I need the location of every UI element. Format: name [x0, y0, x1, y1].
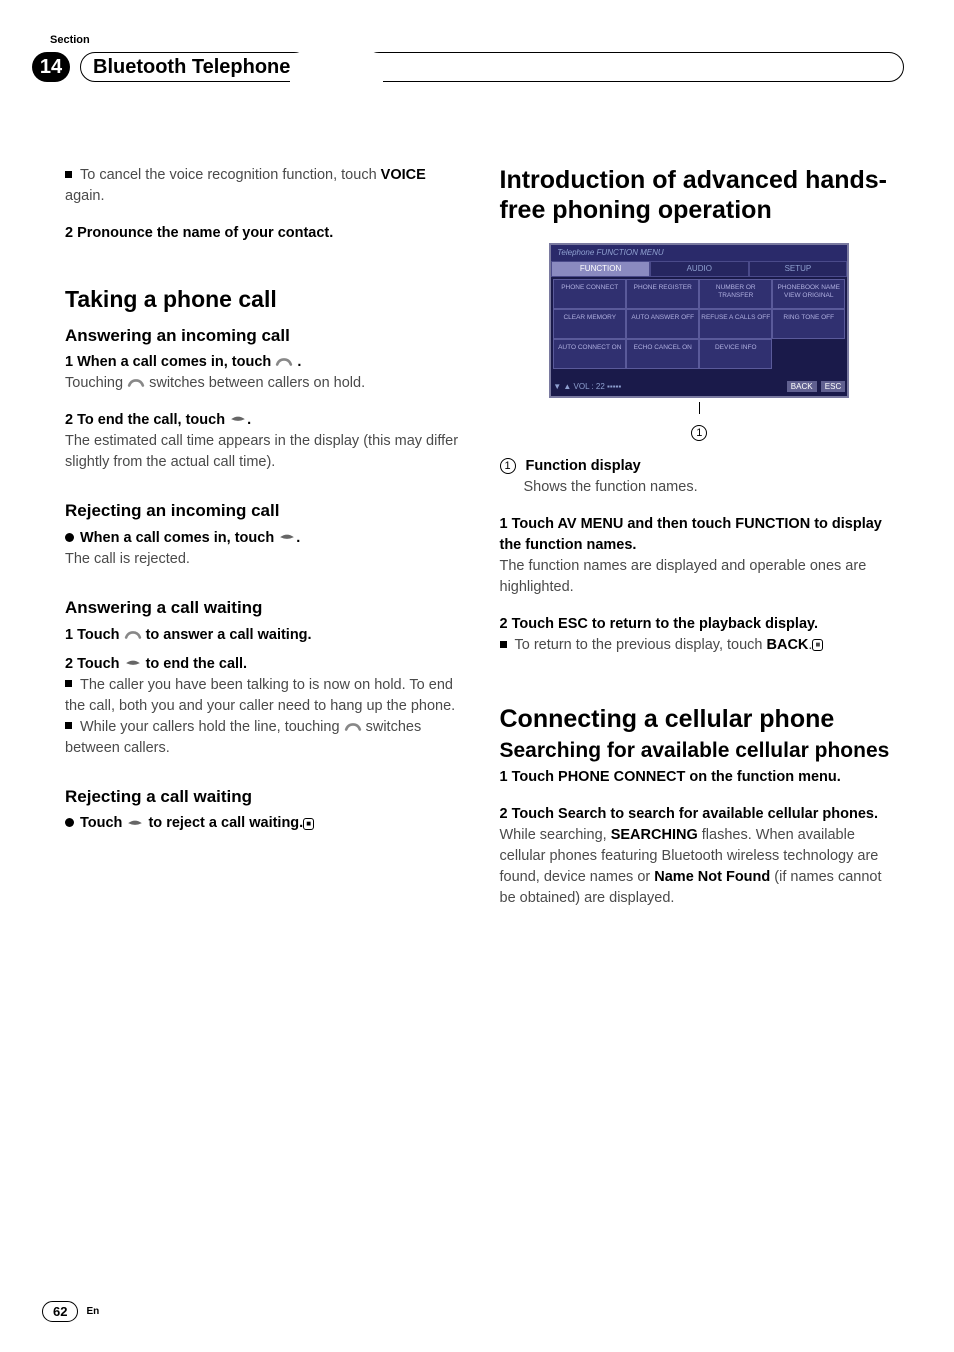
heading-intro-advanced: Introduction of advanced hands-free phon…: [500, 165, 900, 225]
round-bullet-icon: [65, 533, 74, 542]
grid-cell: AUTO CONNECT ON: [553, 339, 626, 369]
step-pronounce: 2 Pronounce the name of your contact.: [65, 223, 465, 244]
page-footer: 62 En: [42, 1301, 99, 1322]
grid-cell: DEVICE INFO: [699, 339, 772, 369]
conn-step1: 1 Touch PHONE CONNECT on the function me…: [500, 767, 900, 788]
square-bullet-icon: [65, 171, 72, 178]
heading-reject-incoming: Rejecting an incoming call: [65, 499, 465, 524]
screenshot-grid: PHONE CONNECT PHONE REGISTER NUMBER OR T…: [551, 277, 847, 371]
heading-connecting: Connecting a cellular phone: [500, 704, 900, 734]
function-display-item: 1 Function display: [500, 456, 900, 477]
step1-desc: The function names are displayed and ope…: [500, 556, 900, 598]
tab-function: FUNCTION: [551, 261, 650, 277]
phone-hangup-icon: [124, 658, 142, 670]
tab-audio: AUDIO: [650, 261, 749, 277]
heading-taking-call: Taking a phone call: [65, 286, 465, 314]
end-section-icon: ■: [303, 818, 314, 830]
right-column: Introduction of advanced hands-free phon…: [500, 165, 900, 909]
grid-cell: ECHO CANCEL ON: [626, 339, 699, 369]
chapter-header: 14 Bluetooth Telephone: [32, 52, 904, 82]
phone-pickup-icon: [344, 721, 362, 733]
function-menu-screenshot: Telephone FUNCTION MENU FUNCTION AUDIO S…: [549, 243, 849, 398]
left-column: To cancel the voice recognition function…: [65, 165, 465, 909]
phone-hangup-icon: [278, 532, 296, 544]
screenshot-bottombar: ▼ ▲ VOL : 22 ▪▪▪▪▪ BACK ESC: [553, 380, 845, 394]
callout: 1: [500, 402, 900, 444]
volume-indicator: ▼ ▲ VOL : 22 ▪▪▪▪▪: [553, 381, 621, 393]
round-bullet-icon: [65, 818, 74, 827]
conn-desc: While searching, SEARCHING flashes. When…: [500, 825, 900, 909]
section-number-badge: 14: [32, 52, 70, 82]
tab-setup: SETUP: [749, 261, 848, 277]
estimated-time: The estimated call time appears in the d…: [65, 431, 465, 473]
heading-answer-waiting: Answering a call waiting: [65, 596, 465, 621]
square-bullet-icon: [65, 722, 72, 729]
phone-hangup-icon: [229, 414, 247, 426]
phone-pickup-icon: [127, 377, 145, 389]
grid-cell: RING TONE OFF: [772, 309, 845, 339]
language-label: En: [86, 1306, 99, 1317]
square-bullet-icon: [65, 680, 72, 687]
wait-note2: While your callers hold the line, touchi…: [65, 717, 465, 759]
conn-step2: 2 Touch Search to search for available c…: [500, 804, 900, 825]
reject-wait: Touch to reject a call waiting.■: [65, 813, 465, 834]
chapter-title-pill: Bluetooth Telephone: [80, 52, 309, 82]
grid-cell: PHONE REGISTER: [626, 279, 699, 309]
heading-answer-incoming: Answering an incoming call: [65, 324, 465, 349]
grid-cell: NUMBER OR TRANSFER: [699, 279, 772, 309]
return-prev: To return to the previous display, touch…: [500, 635, 900, 656]
heading-searching: Searching for available cellular phones: [500, 738, 900, 763]
screenshot-title: Telephone FUNCTION MENU: [551, 245, 847, 261]
empty-pill: [364, 52, 904, 82]
grid-cell: CLEAR MEMORY: [553, 309, 626, 339]
square-bullet-icon: [500, 641, 507, 648]
call-rejected: The call is rejected.: [65, 549, 465, 570]
page-number: 62: [42, 1301, 78, 1322]
step2-end-call: 2 To end the call, touch .: [65, 410, 465, 431]
step1-avmenu: 1 Touch AV MENU and then touch FUNCTION …: [500, 514, 900, 556]
phone-pickup-icon: [124, 629, 142, 641]
function-display-desc: Shows the function names.: [524, 477, 900, 498]
grid-cell: PHONE CONNECT: [553, 279, 626, 309]
step1-call-comes: 1 When a call comes in, touch .: [65, 352, 465, 373]
esc-button: ESC: [821, 381, 845, 392]
end-section-icon: ■: [812, 639, 823, 651]
phone-pickup-icon: [275, 356, 293, 368]
section-label: Section: [50, 34, 90, 46]
wait-step1: 1 Touch to answer a call waiting.: [65, 625, 465, 646]
step2-esc: 2 Touch ESC to return to the playback di…: [500, 614, 900, 635]
circled-1-icon: 1: [500, 458, 516, 474]
wait-step2: 2 Touch to end the call.: [65, 654, 465, 675]
grid-cell: REFUSE A CALLS OFF: [699, 309, 772, 339]
reject-when: When a call comes in, touch .: [65, 528, 465, 549]
heading-reject-waiting: Rejecting a call waiting: [65, 785, 465, 810]
chapter-title: Bluetooth Telephone: [93, 56, 290, 79]
phone-hangup-icon: [126, 818, 144, 830]
touching-switches: Touching switches between callers on hol…: [65, 373, 465, 394]
callout-number-icon: 1: [691, 425, 707, 441]
screenshot-tabs: FUNCTION AUDIO SETUP: [551, 261, 847, 277]
grid-cell: [772, 339, 845, 369]
back-button: BACK: [787, 381, 817, 392]
grid-cell: PHONEBOOK NAME VIEW ORIGINAL: [772, 279, 845, 309]
wait-note1: The caller you have been talking to is n…: [65, 675, 465, 717]
grid-cell: AUTO ANSWER OFF: [626, 309, 699, 339]
cancel-voice-line: To cancel the voice recognition function…: [65, 165, 465, 207]
